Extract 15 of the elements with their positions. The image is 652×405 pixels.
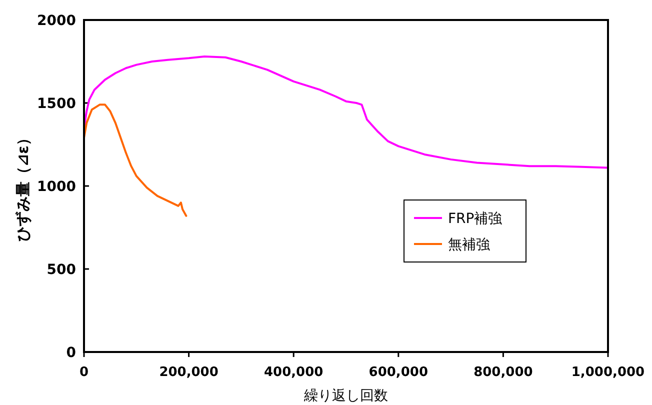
x-axis-title: 繰り返し回数	[303, 388, 388, 404]
legend-label: FRP補強	[448, 211, 502, 227]
x-tick-label: 800,000	[474, 365, 533, 380]
y-tick-label: 1500	[37, 96, 76, 112]
x-tick-label: 400,000	[264, 365, 324, 380]
y-axis-title: ひずみ量（⊿ε）	[14, 130, 32, 242]
y-tick-label: 0	[66, 345, 76, 361]
y-tick-label: 500	[46, 262, 76, 278]
legend-label: 無補強	[448, 237, 490, 253]
y-tick-label: 2000	[37, 13, 76, 29]
y-tick-label: 1000	[37, 179, 76, 195]
x-tick-label: 200,000	[159, 365, 218, 380]
x-tick-label: 1,000,000	[571, 365, 645, 380]
x-tick-label: 0	[79, 365, 89, 380]
x-tick-label: 600,000	[368, 365, 428, 380]
